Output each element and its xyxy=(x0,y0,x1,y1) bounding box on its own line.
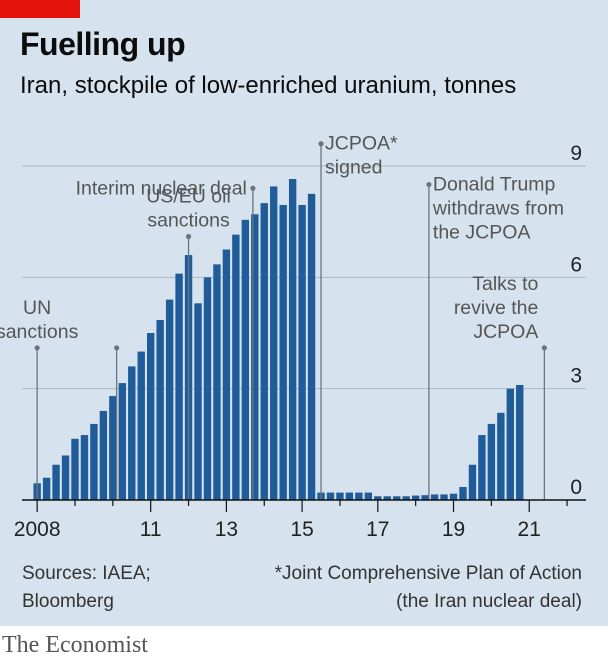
bar xyxy=(298,204,306,500)
bar xyxy=(80,435,89,500)
bar xyxy=(128,366,136,500)
chart-subtitle: Iran, stockpile of low-enriched uranium,… xyxy=(20,72,517,99)
footnote: *Joint Comprehensive Plan of Action (the… xyxy=(275,560,582,616)
bar xyxy=(279,204,287,500)
y-tick-label-9: 9 xyxy=(570,142,582,165)
x-tick-label: 19 xyxy=(442,518,465,541)
bar xyxy=(345,492,354,500)
annotation-label: sanctions xyxy=(147,210,230,232)
bar xyxy=(61,455,70,500)
x-tick-label: 13 xyxy=(215,518,238,541)
annotation-label: Talks to xyxy=(472,273,538,295)
footnote-line-1: *Joint Comprehensive Plan of Action xyxy=(274,563,582,584)
bar xyxy=(421,495,429,500)
bar xyxy=(374,496,382,500)
bar xyxy=(383,496,391,500)
x-tick-label: 2008 xyxy=(14,518,61,541)
annotation-label: Interim nuclear deal xyxy=(76,177,247,199)
bar xyxy=(288,178,297,500)
bar xyxy=(307,193,316,501)
footnote-line-2: (the Iran nuclear deal) xyxy=(396,591,582,612)
bar xyxy=(175,273,183,500)
bar xyxy=(270,186,278,500)
annotation-label: withdraws from xyxy=(432,198,564,220)
x-tick-label: 15 xyxy=(290,518,313,541)
source-line-1: Sources: IAEA; xyxy=(22,563,151,584)
chart-title: Fuelling up xyxy=(20,26,186,62)
bar xyxy=(364,492,373,500)
annotation-label: signed xyxy=(325,157,382,179)
bar xyxy=(137,351,145,500)
y-tick-label-6: 6 xyxy=(570,253,582,276)
annotation-label: UN xyxy=(23,297,51,319)
annotation-dot xyxy=(318,141,324,147)
bar xyxy=(222,249,231,500)
bar xyxy=(232,234,240,500)
annotation-label: the JCPOA xyxy=(433,222,531,244)
bar xyxy=(478,435,486,500)
bar xyxy=(516,384,524,500)
bar xyxy=(147,333,155,500)
bar xyxy=(213,264,221,500)
bar xyxy=(440,494,448,500)
bar xyxy=(71,438,79,500)
bar xyxy=(487,423,496,500)
bar xyxy=(355,492,363,500)
annotation-label: Donald Trump xyxy=(433,174,556,196)
bar xyxy=(42,477,51,500)
annotation-dot xyxy=(250,185,256,191)
bar xyxy=(411,495,420,500)
bar xyxy=(203,277,212,500)
annotation-label: JCPOA xyxy=(473,321,538,343)
brand-logo-text: The Economist xyxy=(2,632,148,658)
bar xyxy=(90,423,98,500)
bar xyxy=(194,303,202,500)
bar xyxy=(459,487,467,500)
bar xyxy=(497,412,505,500)
bar xyxy=(156,320,164,500)
annotation-dot xyxy=(541,345,547,351)
source-line-2: Bloomberg xyxy=(22,591,114,612)
bar xyxy=(430,494,439,500)
bar xyxy=(506,388,514,500)
bar xyxy=(468,464,477,500)
bar xyxy=(393,496,401,500)
annotation-label: JCPOA* xyxy=(325,133,398,155)
x-tick-label: 17 xyxy=(366,518,389,541)
bar xyxy=(251,214,259,500)
x-tick-label: 21 xyxy=(518,518,541,541)
bar xyxy=(260,203,268,500)
x-tick-label: 11 xyxy=(140,518,162,541)
bar xyxy=(449,493,458,500)
annotation-dot xyxy=(185,233,192,240)
bar xyxy=(326,492,335,500)
brand-red-tag xyxy=(0,0,80,18)
bar xyxy=(99,410,108,500)
annotation-label: US/EU oil xyxy=(146,186,231,208)
bar xyxy=(52,464,60,500)
y-tick-label-3: 3 xyxy=(570,365,582,388)
bar xyxy=(241,219,250,501)
y-tick-label-0: 0 xyxy=(570,476,582,499)
bar xyxy=(165,299,174,500)
annotation-label: revive the xyxy=(454,297,539,319)
bar xyxy=(402,496,410,500)
bar xyxy=(336,492,344,500)
bar xyxy=(109,396,117,500)
annotation-dot xyxy=(426,181,432,188)
annotation-dot xyxy=(34,345,40,351)
source-note: Sources: IAEA; Bloomberg xyxy=(22,560,151,616)
annotation-label: sanctions xyxy=(0,321,79,343)
annotation-dot xyxy=(114,345,120,351)
bar xyxy=(118,383,126,500)
